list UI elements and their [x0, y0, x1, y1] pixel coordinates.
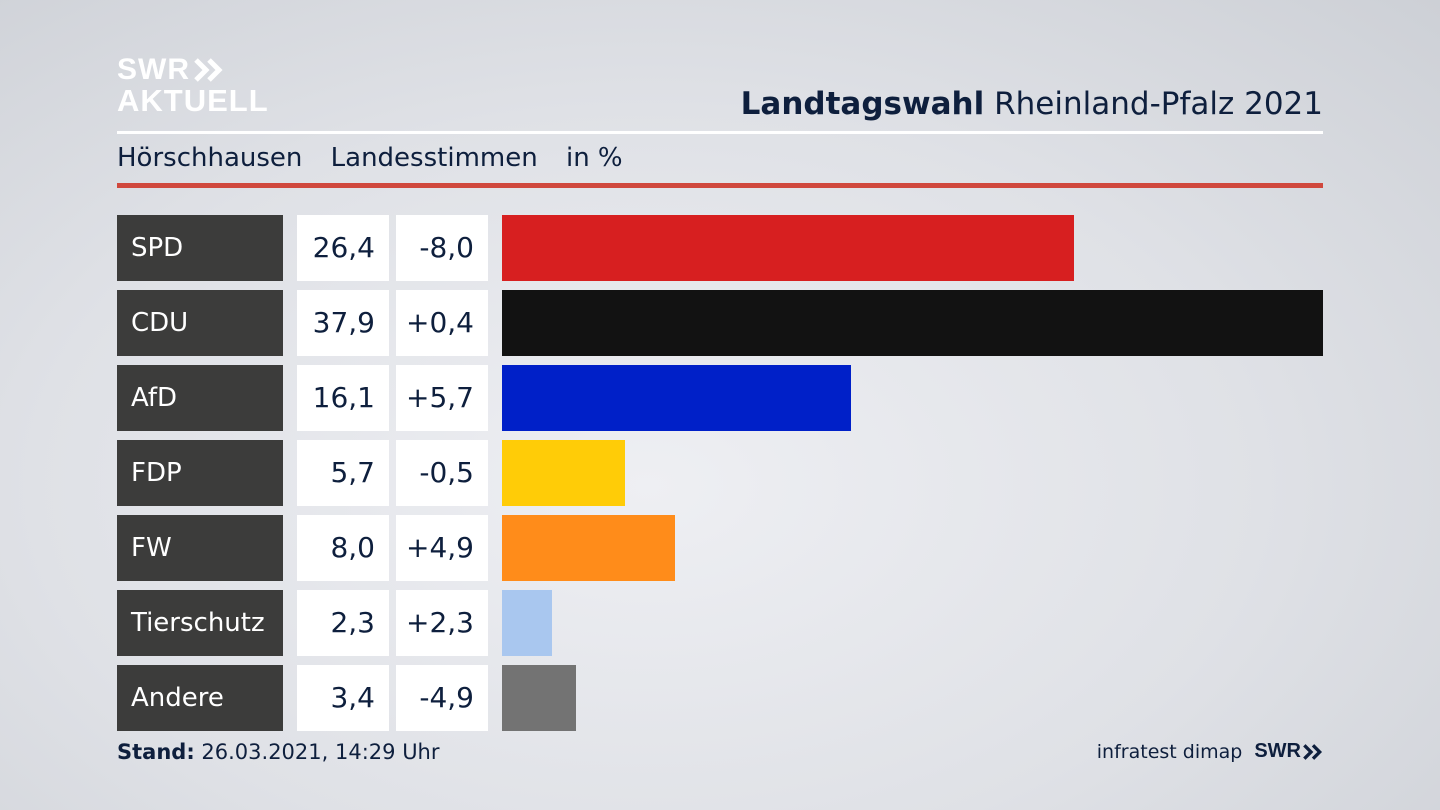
- change-label: +5,7: [396, 365, 488, 431]
- header-divider: [117, 131, 1323, 134]
- title-rest: Rheinland-Pfalz 2021: [994, 86, 1323, 122]
- chart-row-spd: SPD 26,4 -8,0: [117, 215, 1323, 281]
- chart-row-tierschutz: Tierschutz 2,3 +2,3: [117, 590, 1323, 656]
- bar-fw: [502, 515, 675, 581]
- subtitle-type: Landesstimmen: [330, 143, 538, 173]
- bar-spd: [502, 215, 1074, 281]
- value-label: 5,7: [297, 440, 389, 506]
- bar-cdu: [502, 290, 1323, 356]
- stand-value: 26.03.2021, 14:29 Uhr: [201, 740, 440, 764]
- bar-tierschutz: [502, 590, 552, 656]
- party-label: Andere: [117, 665, 283, 731]
- subtitle: Hörschhausen Landesstimmen in %: [117, 143, 643, 173]
- swr-aktuell-logo: SWR AKTUELL: [117, 54, 269, 116]
- chart-row-fdp: FDP 5,7 -0,5: [117, 440, 1323, 506]
- value-label: 8,0: [297, 515, 389, 581]
- value-label: 37,9: [297, 290, 389, 356]
- bar-andere: [502, 665, 576, 731]
- change-label: +0,4: [396, 290, 488, 356]
- logo-line2: AKTUELL: [117, 83, 269, 118]
- source-credit: infratest dimap SWR: [1097, 740, 1323, 763]
- bar-afd: [502, 365, 851, 431]
- change-label: -4,9: [396, 665, 488, 731]
- party-label: Tierschutz: [117, 590, 283, 656]
- subtitle-unit: in %: [565, 143, 623, 173]
- footer-logo-text: SWR: [1254, 740, 1301, 762]
- timestamp: Stand: 26.03.2021, 14:29 Uhr: [117, 740, 440, 764]
- party-label: FW: [117, 515, 283, 581]
- change-label: +2,3: [396, 590, 488, 656]
- party-label: AfD: [117, 365, 283, 431]
- subtitle-place: Hörschhausen: [117, 143, 303, 173]
- chart-row-cdu: CDU 37,9 +0,4: [117, 290, 1323, 356]
- source-label: infratest dimap: [1096, 740, 1243, 763]
- swr-footer-logo: SWR: [1254, 740, 1323, 763]
- party-label: CDU: [117, 290, 283, 356]
- value-label: 16,1: [297, 365, 389, 431]
- stand-label: Stand:: [117, 740, 195, 764]
- bar-fdp: [502, 440, 625, 506]
- title-bold: Landtagswahl: [740, 86, 985, 122]
- party-label: FDP: [117, 440, 283, 506]
- accent-divider: [117, 183, 1323, 188]
- chart-row-fw: FW 8,0 +4,9: [117, 515, 1323, 581]
- change-label: -8,0: [396, 215, 488, 281]
- page-title: Landtagswahl Rheinland-Pfalz 2021: [741, 86, 1323, 122]
- double-chevron-icon: [1303, 743, 1323, 760]
- party-label: SPD: [117, 215, 283, 281]
- logo-line1: SWR: [117, 53, 190, 86]
- value-label: 26,4: [297, 215, 389, 281]
- double-chevron-icon: [194, 57, 223, 82]
- value-label: 2,3: [297, 590, 389, 656]
- value-label: 3,4: [297, 665, 389, 731]
- chart-row-andere: Andere 3,4 -4,9: [117, 665, 1323, 731]
- change-label: -0,5: [396, 440, 488, 506]
- change-label: +4,9: [396, 515, 488, 581]
- chart-row-afd: AfD 16,1 +5,7: [117, 365, 1323, 431]
